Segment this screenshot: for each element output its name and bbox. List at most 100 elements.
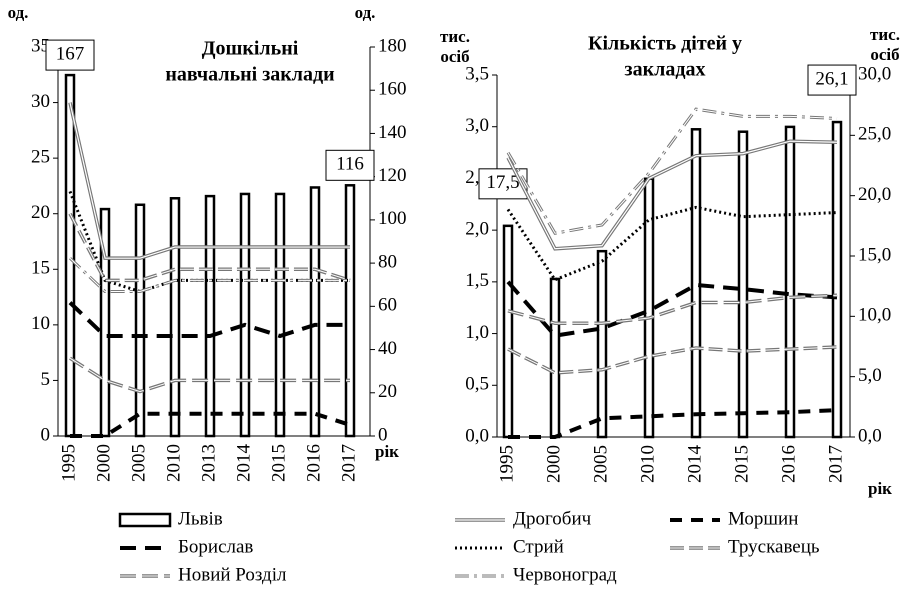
y2-tick-label: 30,0	[858, 63, 891, 84]
y2-tick-label: 40	[378, 338, 397, 359]
y-tick-label: 30	[31, 91, 50, 112]
legend-label: Трускавець	[728, 536, 820, 557]
y-tick-label: 35	[31, 35, 50, 56]
y-tick-label: 20	[31, 202, 50, 223]
chart-title: навчальні заклади	[165, 64, 334, 86]
x-tick-label: 2005	[590, 445, 611, 483]
y2-tick-label: 10,0	[858, 305, 891, 326]
y-tick-label: 0,0	[465, 425, 489, 446]
y-tick-label: 0	[41, 424, 51, 445]
chart-title: Дошкільні	[202, 38, 299, 60]
x-tick-label: 2014	[684, 445, 705, 484]
x-tick-label: 1995	[58, 444, 79, 482]
legend-label: Дрогобич	[513, 508, 592, 529]
y2-tick-label: 5,0	[858, 365, 882, 386]
line-series-inner	[69, 213, 351, 281]
bar	[643, 177, 655, 439]
line-series-inner	[507, 140, 838, 250]
y2-axis-label: тис.	[870, 25, 900, 44]
bar	[274, 192, 286, 438]
bar	[737, 130, 749, 439]
chart-title: Кількість дітей у	[588, 33, 742, 55]
y-tick-label: 1,5	[465, 270, 489, 291]
value-label: 167	[56, 43, 85, 64]
y2-tick-label: 80	[378, 251, 397, 272]
x-axis-label: рік	[868, 479, 892, 498]
x-tick-label: 2000	[543, 445, 564, 483]
line-series-inner	[507, 346, 838, 374]
legend-label: Борислав	[178, 536, 253, 557]
legend-label: Львів	[178, 508, 223, 529]
bar	[239, 192, 251, 438]
x-tick-label: 2010	[637, 445, 658, 483]
line-series	[68, 301, 350, 339]
line-series	[506, 280, 838, 338]
y-tick-label: 10	[31, 313, 50, 334]
x-tick-label: 1995	[496, 445, 517, 483]
legend-swatch	[118, 512, 172, 528]
bar	[204, 194, 216, 438]
bar	[784, 125, 796, 439]
y-tick-label: 3,5	[465, 63, 489, 84]
y-axis-label: од.	[8, 3, 29, 22]
bar	[64, 73, 76, 438]
y2-tick-label: 160	[378, 79, 407, 100]
line-series	[70, 411, 351, 438]
value-label-box	[325, 149, 375, 181]
bar	[690, 128, 702, 439]
x-tick-label: 2015	[268, 444, 289, 482]
legend-label: Новий Розділ	[178, 564, 287, 585]
value-label-box	[807, 64, 857, 96]
line-series-inner	[507, 108, 838, 234]
x-tick-label: 2013	[198, 444, 219, 482]
y-tick-label: 3,0	[465, 115, 489, 136]
x-tick-label: 2005	[128, 444, 149, 482]
line-series	[508, 408, 838, 439]
bar	[134, 203, 146, 438]
y-axis-label: тис.	[440, 27, 470, 46]
line-series-inner	[507, 294, 838, 324]
y2-axis-label: од.	[355, 3, 376, 22]
y2-tick-label: 140	[378, 122, 407, 143]
line-series-inner	[69, 257, 350, 293]
bar	[309, 186, 321, 438]
y-tick-label: 15	[31, 258, 50, 279]
bar	[169, 197, 181, 438]
bar	[596, 249, 608, 439]
value-label: 17,5	[486, 172, 519, 193]
legend-label: Стрий	[513, 536, 564, 557]
y2-tick-label: 20,0	[858, 184, 891, 205]
bar	[502, 224, 514, 439]
line-series-inner	[69, 102, 350, 259]
y-tick-label: 25	[31, 147, 50, 168]
x-axis-label: рік	[375, 442, 399, 461]
bar	[549, 277, 561, 439]
x-tick-label: 2014	[233, 444, 254, 483]
y2-tick-label: 60	[378, 295, 397, 316]
value-label-box	[478, 168, 528, 200]
x-tick-label: 2016	[303, 444, 324, 482]
y2-tick-label: 20	[378, 381, 397, 402]
legend-label: Червоноград	[513, 564, 617, 585]
value-label-box	[45, 39, 95, 71]
y-tick-label: 0,5	[465, 374, 489, 395]
y2-tick-label: 0	[378, 424, 388, 445]
x-tick-label: 2000	[93, 444, 114, 482]
y-tick-label: 2,0	[465, 219, 489, 240]
y-axis-label: осіб	[440, 47, 469, 66]
y-tick-label: 5	[41, 369, 51, 390]
y-tick-label: 1,0	[465, 322, 489, 343]
x-tick-label: 2016	[778, 445, 799, 483]
x-tick-label: 2017	[338, 444, 359, 482]
x-tick-label: 2010	[163, 444, 184, 482]
value-label: 26,1	[815, 68, 848, 89]
bar	[344, 184, 356, 438]
y2-axis-label: осіб	[870, 45, 899, 64]
line-series-inner	[69, 357, 350, 393]
value-label: 116	[336, 154, 364, 175]
x-tick-label: 2017	[825, 445, 846, 483]
y2-tick-label: 120	[378, 165, 407, 186]
y2-tick-label: 25,0	[858, 124, 891, 145]
y2-tick-label: 0,0	[858, 425, 882, 446]
